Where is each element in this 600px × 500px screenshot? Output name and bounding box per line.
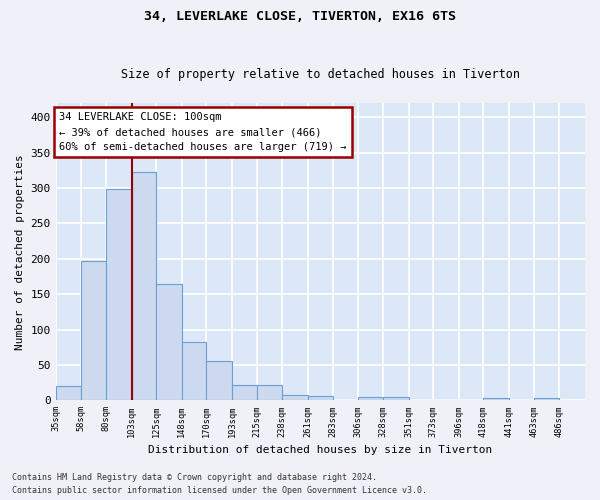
Bar bbox=[484, 398, 509, 400]
Bar bbox=[232, 386, 257, 400]
Text: 34, LEVERLAKE CLOSE, TIVERTON, EX16 6TS: 34, LEVERLAKE CLOSE, TIVERTON, EX16 6TS bbox=[144, 10, 456, 23]
X-axis label: Distribution of detached houses by size in Tiverton: Distribution of detached houses by size … bbox=[148, 445, 493, 455]
Bar bbox=[56, 386, 82, 400]
Title: Size of property relative to detached houses in Tiverton: Size of property relative to detached ho… bbox=[121, 68, 520, 81]
Y-axis label: Number of detached properties: Number of detached properties bbox=[15, 154, 25, 350]
Bar bbox=[383, 397, 409, 400]
Text: 34 LEVERLAKE CLOSE: 100sqm
← 39% of detached houses are smaller (466)
60% of sem: 34 LEVERLAKE CLOSE: 100sqm ← 39% of deta… bbox=[59, 112, 347, 152]
Bar bbox=[283, 396, 308, 400]
Bar bbox=[182, 342, 206, 400]
Bar bbox=[206, 360, 232, 401]
Text: Contains HM Land Registry data © Crown copyright and database right 2024.
Contai: Contains HM Land Registry data © Crown c… bbox=[12, 474, 427, 495]
Bar bbox=[308, 396, 332, 400]
Bar bbox=[358, 397, 383, 400]
Bar bbox=[131, 172, 156, 400]
Bar bbox=[533, 398, 559, 400]
Bar bbox=[156, 284, 182, 401]
Bar bbox=[257, 384, 283, 400]
Bar bbox=[106, 188, 131, 400]
Bar bbox=[82, 261, 106, 400]
